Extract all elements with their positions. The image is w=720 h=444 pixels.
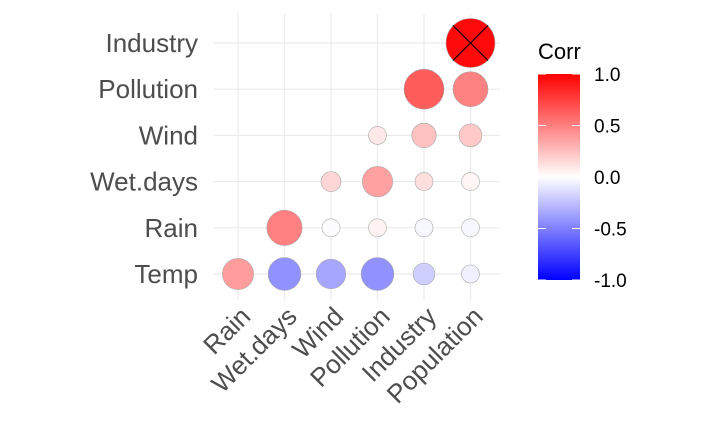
correlation-circle — [266, 209, 303, 246]
correlation-circle — [461, 264, 480, 284]
correlation-circle — [222, 258, 254, 290]
correlation-circle — [461, 172, 480, 191]
correlation-circle — [452, 71, 489, 107]
legend-tick-label: 0.5 — [594, 117, 620, 138]
y-tick-label: Wind — [139, 120, 198, 150]
correlation-circle — [321, 218, 341, 238]
correlation-circle — [414, 218, 434, 238]
correlation-circle — [414, 172, 434, 191]
correlation-circle — [403, 68, 445, 110]
x-axis-labels: RainWet.daysWindPollutionIndustryPopulat… — [197, 301, 489, 409]
y-tick-label: Pollution — [98, 74, 198, 104]
correlation-circle — [368, 126, 387, 145]
legend-tick-label: 0.0 — [594, 168, 620, 189]
legend: Corr 1.0 0.5 0.0 -0.5 -1.0 — [538, 39, 627, 292]
correlation-circle — [458, 123, 483, 148]
correlation-circle — [267, 257, 302, 291]
y-tick-label: Industry — [106, 28, 199, 58]
insignificance-mark — [452, 25, 489, 61]
correlation-circles — [222, 18, 496, 291]
correlation-circle — [320, 171, 342, 192]
y-tick-label: Rain — [145, 213, 198, 243]
y-tick-label: Wet.days — [90, 167, 198, 197]
correlation-circle — [368, 218, 387, 238]
legend-title: Corr — [538, 39, 581, 64]
legend-ticks: 1.0 0.5 0.0 -0.5 -1.0 — [538, 65, 627, 292]
correlation-circle — [411, 122, 437, 148]
correlation-circle — [412, 262, 436, 286]
correlation-circle — [461, 218, 480, 238]
y-axis-labels: Temp Rain Wet.days Wind Pollution Industry — [90, 28, 198, 289]
correlation-circle — [360, 257, 395, 291]
correlation-circle — [315, 258, 347, 290]
legend-tick-label: -1.0 — [594, 271, 627, 292]
legend-tick-label: 1.0 — [594, 65, 620, 86]
y-tick-label: Temp — [134, 259, 198, 289]
correlation-circle — [361, 166, 394, 198]
legend-tick-label: -0.5 — [594, 220, 627, 241]
